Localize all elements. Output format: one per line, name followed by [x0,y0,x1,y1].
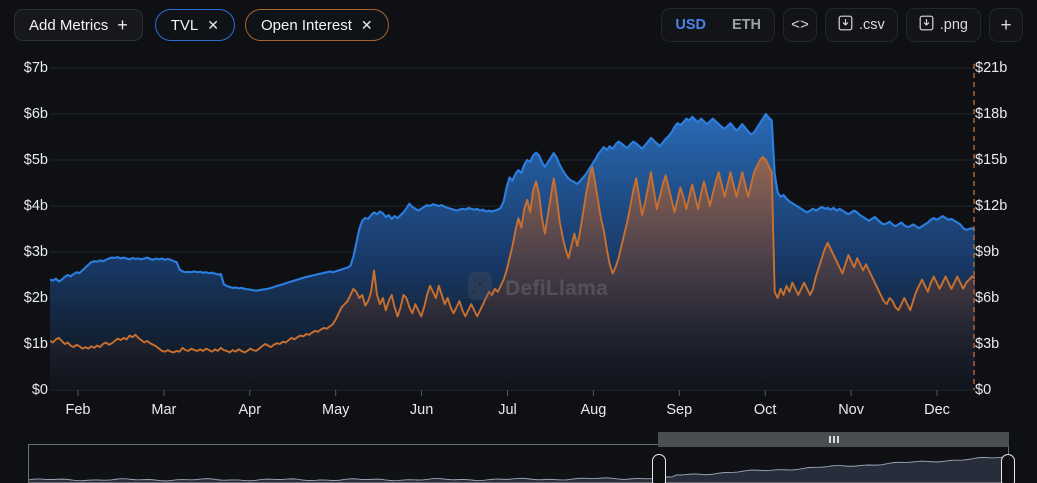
brush-drag-grip[interactable] [658,432,1009,447]
brush-track[interactable] [28,444,1009,483]
x-axis-tick-label: Apr [238,402,262,418]
y-axis-right-tick: $6b [975,290,1000,306]
brush-handle-left[interactable] [652,454,666,483]
x-axis-tick-label: May [321,402,350,418]
y-axis-right: $0 $3b $6b $9b $12b $15b $18b $21b [975,50,1037,428]
metric-chip-tvl-label: TVL [170,16,199,34]
chart-toolbar: Add Metrics + TVL ✕ Open Interest ✕ USD … [0,0,1037,50]
metric-chip-open-interest[interactable]: Open Interest ✕ [244,9,389,41]
y-axis-right-tick: $15b [975,152,1008,168]
download-csv-button[interactable]: .csv [824,8,898,42]
x-axis-tick-label: Feb [65,402,91,418]
plus-icon: + [117,15,128,35]
y-axis-left-tick: $3b [23,244,48,260]
x-axis-tick-label: Dec [924,402,950,418]
close-icon[interactable]: ✕ [207,17,219,33]
y-axis-right-tick: $3b [975,336,1000,352]
y-axis-left-tick: $4b [23,198,48,214]
add-metrics-label: Add Metrics [29,16,109,34]
x-axis-tick-label: Oct [753,402,777,418]
y-axis-left-tick: $5b [23,152,48,168]
y-axis-right-tick: $18b [975,106,1008,122]
y-axis-left: $0 $1b $2b $3b $4b $5b $6b $7b [0,50,48,428]
y-axis-right-tick: $0 [975,382,992,398]
y-axis-right-tick: $9b [975,244,1000,260]
grip-bar [836,436,839,443]
code-icon: <> [790,16,809,34]
series-line-tvl [50,112,975,292]
chart-svg [50,64,975,396]
file-download-icon [919,15,934,35]
series-line-open-interest [50,155,975,354]
currency-option-eth[interactable]: ETH [731,17,761,33]
metric-chip-open-interest-label: Open Interest [260,16,352,34]
chart-x-ticks [77,390,938,396]
y-axis-left-tick: $0 [31,382,48,398]
y-axis-right-tick: $21b [975,60,1008,76]
x-axis-tick-label: Jul [498,402,517,418]
plus-icon: + [1000,14,1012,36]
png-label: .png [939,17,968,33]
file-download-icon [838,15,853,35]
brush-selection[interactable] [658,432,1009,483]
grip-bar [832,436,835,443]
add-metrics-button[interactable]: Add Metrics + [14,9,143,41]
currency-option-usd[interactable]: USD [675,17,706,33]
x-axis-tick-label: Nov [838,402,864,418]
chart-container: $0 $1b $2b $3b $4b $5b $6b $7b $0 $3b $6b $9b $12b $… [0,50,1037,428]
download-png-button[interactable]: .png [905,8,981,42]
chart-plot-area[interactable] [50,50,975,428]
add-chart-button[interactable]: + [989,8,1023,42]
brush-handle-right[interactable] [1001,454,1015,483]
series-area-open-interest [50,156,975,390]
x-axis-tick-label: Mar [151,402,177,418]
x-axis-tick-label: Jun [409,402,434,418]
currency-toggle-group: USD ETH [661,8,775,42]
close-icon[interactable]: ✕ [360,17,373,33]
embed-code-button[interactable]: <> [782,8,817,42]
range-brush[interactable] [0,432,1037,483]
y-axis-left-tick: $6b [23,106,48,122]
y-axis-left-tick: $2b [23,290,48,306]
x-axis-tick-label: Aug [580,402,607,418]
y-axis-left-tick: $7b [23,60,48,76]
x-axis-labels: Feb Mar Apr May Jun Jul Aug Sep Oct Nov Dec [50,390,975,428]
y-axis-right-tick: $12b [975,198,1008,214]
grip-bar [828,436,831,443]
x-axis-tick-label: Sep [666,402,693,418]
y-axis-left-tick: $1b [23,336,48,352]
csv-label: .csv [858,17,885,33]
metric-chip-tvl[interactable]: TVL ✕ [154,9,235,41]
brush-preview-chart [29,456,1008,482]
